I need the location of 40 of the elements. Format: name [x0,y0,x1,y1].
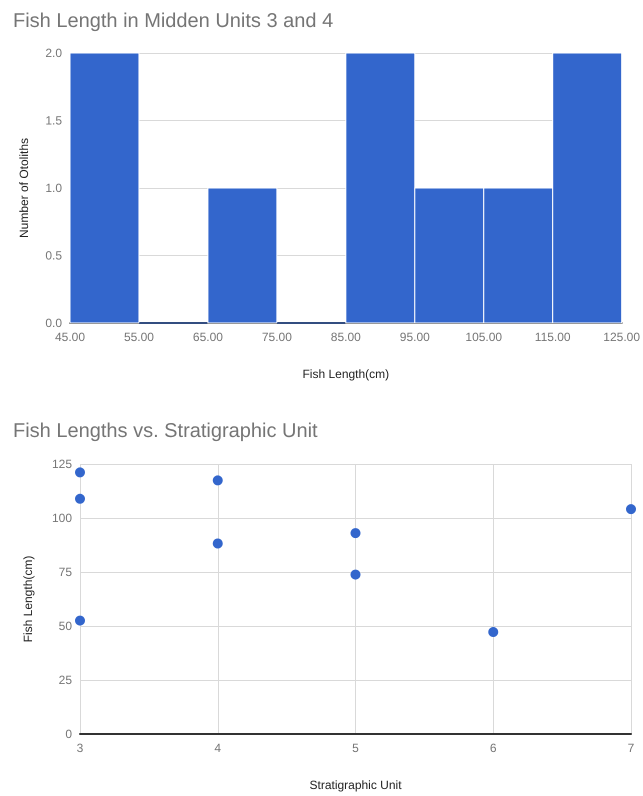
y-tick-label: 1.0 [45,181,62,195]
y-tick-label: 0.5 [45,248,62,262]
x-tick-label: 4 [214,741,222,755]
chart-title: Fish Lengths vs. Stratigraphic Unit [13,420,318,442]
point [488,627,498,638]
chart-title: Fish Length in Midden Units 3 and 4 [13,10,334,32]
y-tick-label: 100 [52,511,72,525]
x-tick-label: 45.00 [54,330,86,344]
point [212,538,223,548]
y-tick-label: 75 [58,565,72,579]
y-tick-label: 50 [58,619,72,633]
x-tick-label: 6 [490,741,497,755]
y-tick-label: 1.5 [45,114,62,128]
point [75,494,85,504]
y-tick-label: 125 [52,457,72,471]
point [75,616,85,626]
x-tick-label: 5 [352,741,360,755]
x-tick-label: 75.00 [262,330,292,344]
point [350,570,360,580]
point [626,504,636,514]
x-axis-title: Stratigraphic Unit [309,778,402,792]
point [75,467,85,478]
y-axis-title: Number of Otoliths [17,138,31,238]
x-tick-label: 125.00 [603,330,640,344]
x-tick-label: 95.00 [400,330,430,344]
y-tick-label: 25 [58,673,72,687]
point [350,528,360,538]
x-tick-label: 105.00 [465,330,502,344]
x-tick-label: 7 [628,741,635,755]
point [212,475,223,486]
y-axis-title: Fish Length(cm) [21,556,35,642]
x-tick-label: 115.00 [534,330,571,344]
y-tick-label: 2.0 [45,46,62,60]
x-tick-label: 55.00 [124,330,154,344]
x-tick-label: 65.00 [192,330,224,344]
x-tick-label: 85.00 [330,330,362,344]
x-axis-title: Fish Length(cm) [302,367,390,381]
x-tick-label: 3 [76,741,84,755]
y-tick-label: 0.0 [45,316,62,330]
y-tick-label: 0 [65,727,72,741]
